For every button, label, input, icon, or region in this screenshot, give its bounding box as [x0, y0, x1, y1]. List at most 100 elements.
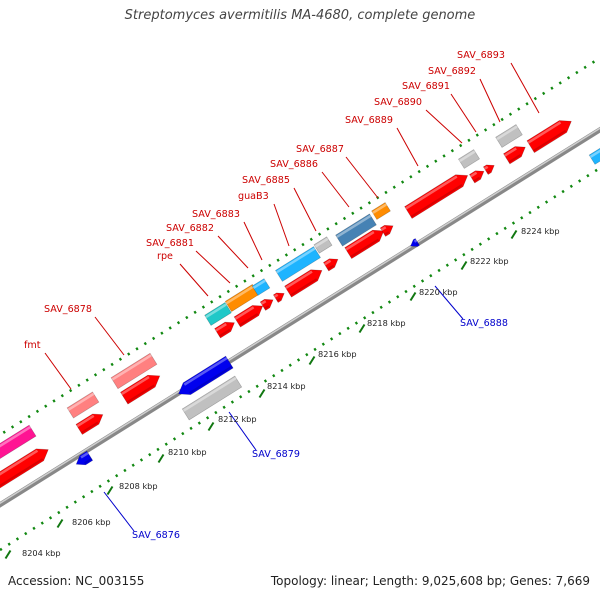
gene-box-sav6886: [335, 213, 377, 247]
backbone-highlight: [0, 127, 600, 505]
gene-arrow-sav6876: [75, 450, 94, 466]
label-sav6889-leader: [396, 127, 419, 167]
ruler-tick-label: 8216 kbp: [318, 349, 357, 359]
label-sav6891-leader: [450, 93, 477, 133]
label-sav6885-leader: [293, 187, 317, 232]
ruler-tick-label: 8218 kbp: [367, 318, 406, 328]
gene-arrow-cds: [379, 224, 394, 237]
gene-arrow-sav6888: [410, 238, 420, 247]
label-sav6882: SAV_6882: [166, 223, 214, 234]
ruler-tick-label: 8212 kbp: [218, 414, 257, 424]
label-sav6888: SAV_6888: [460, 318, 508, 329]
gene-box-rpe: [204, 302, 232, 326]
label-sav6890-leader: [425, 109, 463, 144]
gene-arrow-cds: [214, 321, 235, 339]
label-sav6892: SAV_6892: [428, 66, 476, 77]
gene-arrow-cds: [526, 120, 572, 154]
ruler-tick-label: 8208 kbp: [119, 481, 158, 491]
dotted-guides: [0, 56, 600, 552]
label-sav6891: SAV_6891: [402, 81, 450, 92]
gene-arrow-cds: [404, 174, 469, 219]
ruler-tick: [460, 260, 468, 271]
label-sav6881-leader: [195, 250, 231, 284]
backbone-line: [0, 126, 600, 508]
gene-arrow-cds: [259, 298, 274, 311]
label-sav6881: SAV_6881: [146, 238, 194, 249]
accession-label: Accession: NC_003155: [8, 574, 145, 588]
label-fmt-leader: [44, 352, 72, 390]
label-guab3-leader: [273, 203, 290, 247]
label-sav6878: SAV_6878: [44, 304, 92, 315]
gene-box-sav6881: [224, 284, 260, 312]
label-sav6886: SAV_6886: [270, 159, 318, 170]
gene-box-sav6887: [371, 202, 391, 220]
lower-dotted-guide: [0, 166, 600, 552]
gene-box-magenta: [0, 424, 37, 468]
label-sav6879-leader: [228, 411, 257, 451]
gene-box-sav6892: [495, 124, 523, 148]
ruler-tick: [56, 518, 64, 529]
gene-arrow-cds: [469, 170, 485, 184]
gene-box-sav6885: [313, 236, 333, 254]
ruler-tick: [358, 323, 366, 334]
label-sav6885: SAV_6885: [242, 175, 290, 186]
label-guab3: guaB3: [238, 191, 269, 202]
gene-box-sav6879-gray: [181, 375, 243, 421]
gene-arrow-cds: [503, 146, 526, 165]
gene-box-sav6882: [251, 278, 271, 296]
ruler-tick: [157, 453, 165, 464]
gene-arrow-cds: [75, 413, 104, 435]
ruler-tick: [409, 291, 417, 302]
label-sav6882-leader: [217, 235, 249, 269]
gene-box-sav6890: [458, 149, 480, 169]
label-sav6887: SAV_6887: [296, 144, 344, 155]
gene-arrow-cds: [272, 292, 285, 303]
ruler-tick-label: 8222 kbp: [470, 256, 509, 266]
label-sav6893: SAV_6893: [457, 50, 505, 61]
ruler-tick: [510, 229, 518, 240]
gene-arrow-cds: [120, 374, 161, 405]
label-rpe-leader: [179, 263, 209, 297]
gene-box-fmt: [66, 391, 100, 419]
ruler-tick: [4, 549, 12, 560]
genome-backbone: [0, 126, 600, 508]
label-rpe: rpe: [157, 251, 173, 262]
label-sav6886-leader: [321, 171, 350, 208]
gene-arrow-cds: [0, 448, 49, 489]
label-fmt: fmt: [24, 340, 41, 351]
label-sav6893-leader: [510, 62, 540, 114]
label-sav6883-leader: [243, 221, 263, 261]
page-title: Streptomyces avermitilis MA-4680, comple…: [124, 8, 476, 23]
ruler-tick-label: 8206 kbp: [72, 517, 111, 527]
ruler-tick: [106, 485, 114, 496]
ruler: 8204 kbp 8206 kbp 8208 kbp 8210 kbp 8212 kbp…: [4, 226, 560, 560]
ruler-tick-label: 8214 kbp: [267, 381, 306, 391]
label-sav6892-leader: [479, 78, 501, 123]
gene-arrow-sav6879-blue: [178, 355, 234, 395]
gene-labels: SAV_6893 SAV_6892 SAV_6891 SAV_6890 SAV_6889…: [24, 50, 508, 541]
label-sav6883: SAV_6883: [192, 209, 240, 220]
ruler-tick: [258, 388, 266, 399]
gene-arrow-cds: [284, 269, 323, 298]
label-sav6876: SAV_6876: [132, 530, 180, 541]
gene-box-sav6878: [110, 352, 158, 390]
label-sav6888-leader: [434, 285, 464, 320]
label-leader-lines: [44, 62, 540, 532]
ruler-tick: [207, 421, 215, 432]
gene-arrow-cds: [323, 258, 339, 272]
label-sav6878-leader: [94, 316, 125, 356]
label-sav6890: SAV_6890: [374, 97, 422, 108]
gene-arrow-cds: [233, 305, 264, 328]
label-sav6889: SAV_6889: [345, 115, 393, 126]
label-sav6879: SAV_6879: [252, 449, 300, 460]
ruler-tick-label: 8210 kbp: [168, 447, 207, 457]
upper-dotted-guide: [0, 56, 600, 437]
ruler-tick-label: 8224 kbp: [521, 226, 560, 236]
ruler-tick-label: 8204 kbp: [22, 548, 61, 558]
genome-summary: Topology: linear; Length: 9,025,608 bp; …: [270, 574, 590, 588]
label-sav6876-leader: [103, 491, 135, 532]
gene-features: [0, 120, 600, 489]
label-sav6887-leader: [345, 156, 379, 199]
ruler-tick: [308, 355, 316, 366]
